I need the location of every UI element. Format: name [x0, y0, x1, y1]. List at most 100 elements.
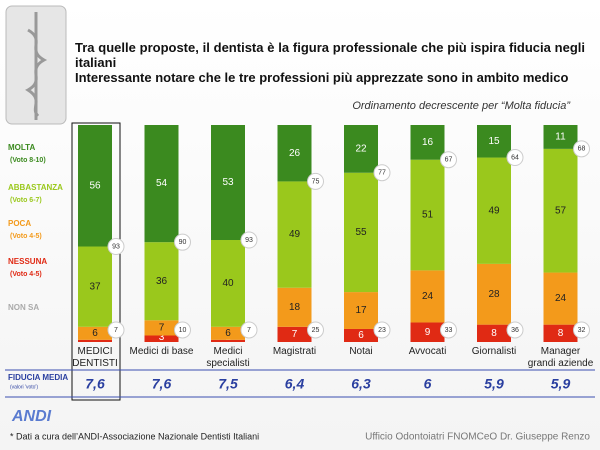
bar-segment	[211, 240, 245, 327]
total-badge	[107, 238, 125, 256]
data-label: 7	[292, 329, 298, 340]
bar-segment	[543, 125, 578, 149]
total-badge	[307, 321, 324, 339]
bar-segment	[543, 324, 578, 342]
logo: ANDI	[11, 408, 52, 425]
average-subtitle: (valori 'voto')	[10, 384, 38, 390]
total-badge	[506, 321, 524, 339]
bar-segment	[543, 148, 578, 273]
bar-segment	[344, 172, 378, 293]
positive-total: 67	[445, 157, 453, 164]
bar-segment	[410, 125, 445, 160]
average-value: 5,9	[551, 376, 571, 392]
positive-total: 68	[578, 146, 586, 153]
data-label: 53	[222, 177, 234, 188]
average-value: 7,6	[152, 376, 172, 392]
legend-sublabel: (Voto 4-5)	[10, 233, 42, 240]
data-label: 54	[156, 178, 168, 189]
bar-segment	[477, 125, 511, 158]
bar-segment	[78, 125, 112, 247]
bar-segment	[410, 270, 445, 323]
x-tick-label: Medici di base	[129, 346, 194, 357]
total-badge	[240, 321, 258, 339]
bar-segment	[477, 157, 511, 264]
note: Ordinamento decrescente per “Molta fiduc…	[352, 100, 571, 112]
legend-label: POCA	[8, 219, 31, 228]
total-badge	[174, 233, 191, 251]
negative-total: 7	[114, 327, 118, 334]
data-label: 3	[159, 332, 165, 343]
x-tick-label: MEDICI DENTISTI	[72, 346, 118, 369]
bar-segment	[277, 287, 312, 327]
bar-segment	[477, 263, 511, 325]
data-label: 15	[488, 136, 500, 147]
x-tick-label: Avvocati	[408, 346, 447, 357]
total-badge	[440, 321, 457, 339]
legend-sublabel: (Voto 8-10)	[10, 157, 46, 164]
negative-total: 7	[247, 327, 251, 334]
negative-total: 33	[445, 327, 453, 334]
legend-sublabel: (Voto 4-5)	[10, 271, 42, 278]
total-badge	[440, 151, 457, 169]
total-badge	[107, 321, 125, 339]
title-block: Tra quelle proposte, il dentista è la fi…	[75, 40, 585, 85]
data-label: 28	[488, 289, 500, 300]
bar-segment	[344, 292, 378, 329]
negative-total: 25	[312, 327, 320, 334]
positive-total: 77	[378, 170, 386, 177]
bar-segment	[144, 320, 179, 336]
bar-segment	[277, 181, 312, 288]
subtitle: Interessante notare che le tre professio…	[75, 70, 569, 85]
total-badge	[373, 164, 391, 182]
data-label: 37	[89, 281, 101, 292]
legend-sublabel: (Voto 6-7)	[10, 197, 42, 204]
positive-total: 64	[511, 154, 519, 161]
data-label: 16	[422, 137, 434, 148]
bar-segment	[543, 272, 578, 325]
highlight-box	[71, 122, 121, 401]
footnote: * Dati a cura dell’ANDI-Associazione Naz…	[10, 431, 259, 441]
bar-segment	[410, 322, 445, 342]
data-label: 11	[555, 132, 566, 143]
bar-segment	[78, 339, 112, 342]
data-label: 57	[555, 205, 567, 216]
data-label: 40	[222, 278, 234, 289]
data-label: 8	[491, 328, 497, 339]
bar-segment	[211, 125, 245, 241]
data-label: 22	[355, 144, 367, 155]
x-tick-label: Medici specialisti	[206, 346, 250, 369]
total-badge	[506, 149, 524, 167]
average-value: 6	[424, 376, 432, 392]
data-label: 49	[488, 205, 500, 216]
data-label: 49	[289, 229, 301, 240]
bar-segment	[78, 326, 112, 340]
data-label: 9	[425, 327, 431, 338]
bar-segment	[211, 339, 245, 342]
bar-segment	[344, 328, 378, 342]
x-tick-label: Giornalisti	[471, 346, 517, 357]
data-label: 24	[422, 291, 434, 302]
data-label: 8	[558, 328, 564, 339]
positive-total: 75	[312, 178, 320, 185]
data-label: 6	[225, 328, 231, 339]
positive-total: 90	[179, 239, 187, 246]
data-label: 6	[358, 330, 364, 341]
data-label: 26	[289, 148, 301, 159]
data-label: 7	[159, 323, 165, 334]
negative-total: 32	[578, 327, 586, 334]
x-tick-label: Magistrati	[272, 346, 317, 357]
bar-segment	[277, 125, 312, 182]
bar-segment	[144, 242, 179, 321]
bar-segment	[144, 125, 179, 243]
negative-total: 23	[378, 327, 386, 334]
bar-segment	[344, 125, 378, 173]
average-value: 5,9	[484, 376, 504, 392]
credit: Ufficio Odontoiatri FNOMCeO Dr. Giuseppe…	[365, 432, 590, 443]
caduceus	[25, 12, 48, 120]
data-label: 24	[555, 293, 567, 304]
total-badge	[373, 321, 391, 339]
bar-segment	[277, 326, 312, 342]
total-badge	[307, 172, 324, 190]
data-label: 6	[92, 328, 98, 339]
